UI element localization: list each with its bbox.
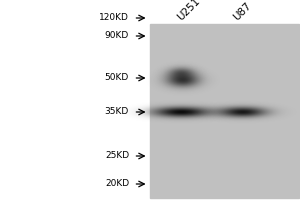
Bar bbox=[150, 24, 298, 198]
Text: 20KD: 20KD bbox=[105, 180, 129, 188]
Text: 50KD: 50KD bbox=[105, 73, 129, 82]
Text: 120KD: 120KD bbox=[99, 14, 129, 22]
Text: 35KD: 35KD bbox=[105, 108, 129, 116]
Text: U251: U251 bbox=[176, 0, 202, 22]
Text: U87: U87 bbox=[231, 0, 253, 22]
Text: 90KD: 90KD bbox=[105, 31, 129, 40]
Text: 25KD: 25KD bbox=[105, 152, 129, 160]
